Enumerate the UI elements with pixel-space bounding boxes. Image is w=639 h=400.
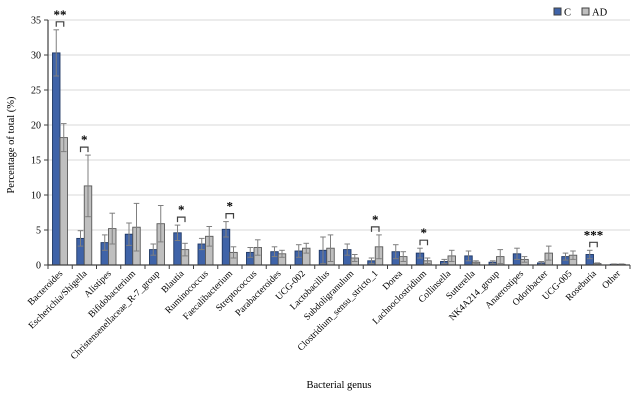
significance-bracket <box>79 146 89 153</box>
significance-label: ** <box>54 7 67 22</box>
legend-label-AD: AD <box>592 8 608 19</box>
legend-label-C: C <box>564 8 571 19</box>
significance-bracket <box>419 239 429 246</box>
significance-label: * <box>227 199 234 214</box>
y-tick-label: 5 <box>36 226 41 237</box>
y-tick-label: 0 <box>36 261 41 272</box>
significance-label: * <box>421 225 428 240</box>
significance-bracket <box>55 21 65 27</box>
y-tick-label: 15 <box>31 156 41 167</box>
x-category-label: Other <box>601 268 624 291</box>
significance-bracket <box>225 213 235 219</box>
significance-bracket <box>176 216 186 223</box>
y-tick-label: 35 <box>31 16 41 27</box>
significance-bracket <box>589 241 598 248</box>
significance-label: * <box>81 132 88 147</box>
y-axis-title: Percentage of total (%) <box>6 96 17 194</box>
legend-swatch-C <box>553 7 562 16</box>
significance-label: * <box>372 212 379 227</box>
y-tick-label: 30 <box>31 51 41 62</box>
y-tick-label: 25 <box>31 86 41 97</box>
bar-AD <box>59 137 68 266</box>
significance-label: * <box>178 202 185 217</box>
significance-label: *** <box>584 227 604 242</box>
significance-bracket <box>370 226 380 232</box>
legend-swatch-AD <box>581 7 590 16</box>
bar-C <box>52 52 61 266</box>
y-tick-label: 20 <box>31 121 41 132</box>
y-tick-label: 10 <box>31 191 41 202</box>
x-axis-title: Bacterial genus <box>306 380 371 391</box>
